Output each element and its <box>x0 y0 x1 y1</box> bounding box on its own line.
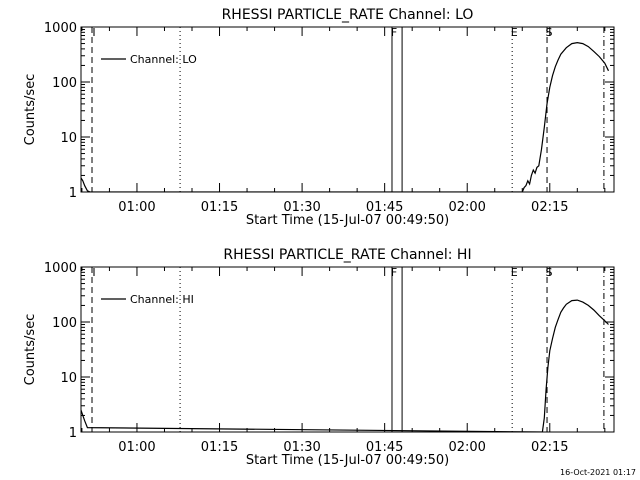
legend-label: Channel: LO <box>130 53 197 66</box>
event-marker-label: F <box>391 266 397 279</box>
y-tick-label: 100 <box>52 76 77 91</box>
x-axis-label: Start Time (15-Jul-07 00:49:50) <box>246 453 449 468</box>
y-tick-label: 1 <box>69 186 77 201</box>
y-tick-label: 1 <box>69 426 77 441</box>
event-marker-label: S <box>546 266 553 279</box>
x-tick-label: 01:00 <box>118 440 155 455</box>
x-tick-label: 02:15 <box>531 200 568 215</box>
x-tick-label: 01:30 <box>283 440 320 455</box>
x-tick-label: 01:45 <box>366 440 403 455</box>
y-tick-label: 1000 <box>44 261 77 276</box>
chart-title: RHESSI PARTICLE_RATE Channel: LO <box>222 7 474 23</box>
x-tick-label: 01:45 <box>366 200 403 215</box>
y-tick-label: 10 <box>60 131 77 146</box>
x-tick-label: 01:30 <box>283 200 320 215</box>
event-marker-label: F <box>391 26 397 39</box>
x-tick-label: 02:00 <box>448 200 485 215</box>
chart-title: RHESSI PARTICLE_RATE Channel: HI <box>223 247 471 263</box>
plot-frame <box>80 266 615 433</box>
chart-panel-0: RHESSI PARTICLE_RATE Channel: LO Start Ti… <box>23 7 615 228</box>
event-marker-label: S <box>546 26 553 39</box>
event-marker-label: I <box>92 26 95 39</box>
x-tick-label: 01:15 <box>201 440 238 455</box>
legend-label: Channel: HI <box>130 293 194 306</box>
y-axis-label: Counts/sec <box>23 314 38 386</box>
event-marker-label: E <box>511 26 518 39</box>
x-tick-label: 02:00 <box>448 440 485 455</box>
x-axis-label: Start Time (15-Jul-07 00:49:50) <box>246 213 449 228</box>
footer-timestamp: 16-Oct-2021 01:17 <box>560 468 636 477</box>
y-tick-label: 1000 <box>44 21 77 36</box>
event-marker-label: I <box>92 266 95 279</box>
y-axis-label: Counts/sec <box>23 74 38 146</box>
plot-frame <box>80 26 615 193</box>
x-tick-label: 01:00 <box>118 200 155 215</box>
series-line <box>81 299 609 432</box>
chart-panel-1: RHESSI PARTICLE_RATE Channel: HI Start Ti… <box>23 247 615 468</box>
event-marker-label: E <box>511 266 518 279</box>
x-tick-label: 02:15 <box>531 440 568 455</box>
x-tick-label: 01:15 <box>201 200 238 215</box>
series-line <box>81 41 610 192</box>
y-tick-label: 10 <box>60 371 77 386</box>
y-tick-label: 100 <box>52 316 77 331</box>
